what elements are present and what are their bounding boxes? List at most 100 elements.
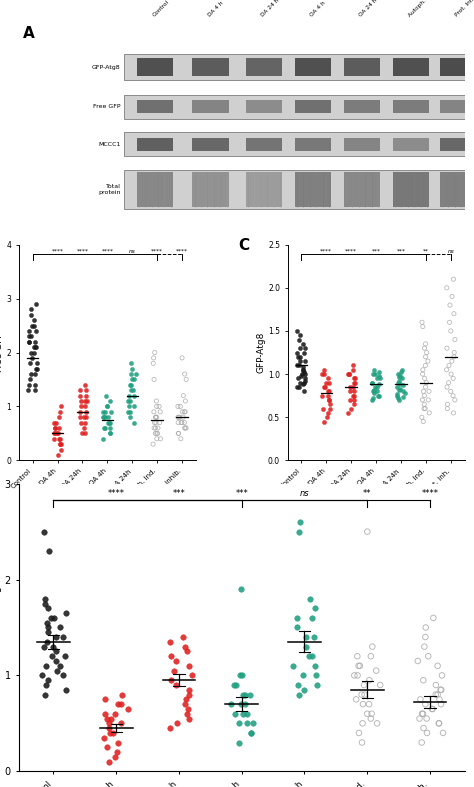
- Text: ****: ****: [151, 249, 163, 253]
- Point: [323, 411, 331, 423]
- Text: MCCC1: MCCC1: [98, 142, 120, 146]
- Point: [128, 368, 135, 380]
- Point: [349, 381, 357, 394]
- Point: [446, 299, 454, 312]
- Point: [346, 381, 354, 394]
- Point: [416, 712, 423, 725]
- Point: [130, 373, 137, 386]
- Point: [180, 630, 187, 643]
- Point: [57, 621, 64, 634]
- Text: ***: ***: [236, 489, 248, 497]
- Point: [127, 405, 134, 418]
- Point: [295, 526, 303, 538]
- Point: [419, 394, 426, 406]
- Point: [28, 352, 36, 364]
- Point: [101, 422, 109, 434]
- Point: [448, 290, 456, 303]
- Point: [106, 422, 114, 434]
- Point: [27, 373, 34, 386]
- Point: [374, 385, 381, 397]
- Point: [395, 383, 403, 396]
- Point: [394, 392, 402, 405]
- Point: [27, 357, 34, 370]
- Text: Total
protein: Total protein: [98, 184, 120, 195]
- Point: [33, 362, 40, 375]
- FancyBboxPatch shape: [393, 58, 429, 76]
- Point: [175, 411, 182, 423]
- Point: [300, 366, 308, 379]
- Point: [106, 395, 114, 408]
- Point: [418, 708, 426, 720]
- Point: [125, 400, 132, 412]
- Point: [25, 330, 33, 342]
- Point: [188, 669, 195, 682]
- Point: [450, 346, 458, 359]
- Point: [324, 372, 331, 385]
- Point: [171, 664, 178, 677]
- FancyBboxPatch shape: [124, 94, 474, 119]
- Point: [297, 370, 305, 382]
- Point: [41, 641, 48, 653]
- Point: [167, 650, 175, 663]
- Point: [326, 385, 333, 397]
- FancyBboxPatch shape: [137, 138, 173, 151]
- Point: [301, 368, 309, 380]
- Point: [52, 427, 59, 440]
- Point: [101, 405, 109, 418]
- Point: [326, 398, 333, 411]
- Point: [243, 717, 251, 730]
- Point: [319, 402, 327, 415]
- Point: [375, 378, 383, 390]
- FancyBboxPatch shape: [137, 101, 173, 113]
- Point: [232, 678, 240, 691]
- Point: [235, 736, 243, 748]
- Point: [297, 342, 304, 354]
- Point: [166, 636, 174, 648]
- Point: [152, 422, 159, 434]
- Point: [113, 746, 120, 759]
- Point: [294, 372, 301, 385]
- Point: [376, 678, 384, 691]
- Point: [185, 660, 193, 672]
- Point: [299, 338, 307, 350]
- Point: [365, 698, 373, 711]
- Point: [103, 400, 110, 412]
- Point: [352, 693, 360, 706]
- Point: [296, 333, 303, 345]
- FancyBboxPatch shape: [192, 138, 229, 151]
- Point: [55, 411, 63, 423]
- Point: [443, 364, 450, 376]
- Point: [27, 346, 35, 359]
- Point: [177, 416, 185, 429]
- Point: [396, 375, 403, 387]
- Point: [425, 650, 432, 663]
- Point: [396, 382, 404, 395]
- Point: [369, 385, 376, 397]
- Point: [299, 669, 307, 682]
- Point: [153, 433, 161, 445]
- Point: [300, 385, 308, 397]
- Point: [55, 422, 63, 434]
- Point: [150, 352, 157, 364]
- Point: [372, 381, 379, 394]
- Point: [182, 373, 190, 386]
- Point: [367, 650, 374, 663]
- Point: [295, 381, 303, 394]
- Point: [420, 722, 428, 734]
- Text: Autoph. Ind.: Autoph. Ind.: [408, 0, 437, 17]
- Point: [355, 660, 362, 672]
- Point: [51, 422, 59, 434]
- Point: [31, 341, 39, 353]
- Point: [419, 320, 427, 333]
- Point: [126, 379, 134, 391]
- FancyBboxPatch shape: [439, 172, 474, 207]
- Point: [178, 352, 186, 364]
- Point: [310, 630, 318, 643]
- Point: [350, 394, 358, 406]
- Point: [368, 708, 375, 720]
- Point: [118, 698, 125, 711]
- Point: [422, 376, 430, 389]
- Point: [432, 678, 440, 691]
- Point: [44, 636, 51, 648]
- Point: [118, 717, 125, 730]
